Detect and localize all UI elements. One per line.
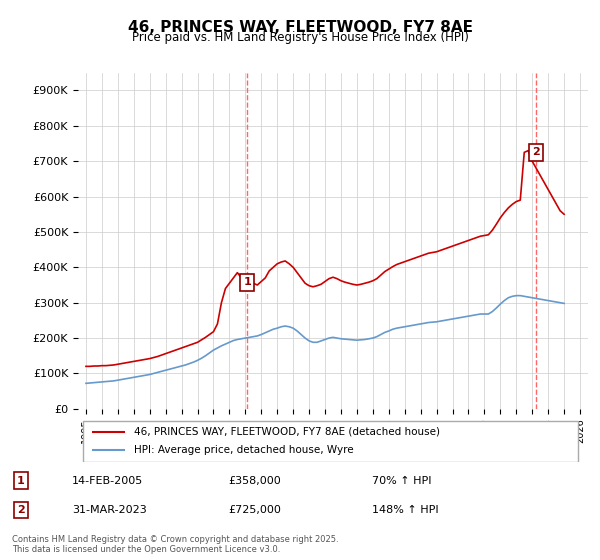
Text: 46, PRINCES WAY, FLEETWOOD, FY7 8AE: 46, PRINCES WAY, FLEETWOOD, FY7 8AE xyxy=(128,20,473,35)
Text: 31-MAR-2023: 31-MAR-2023 xyxy=(72,505,147,515)
Text: 1: 1 xyxy=(243,277,251,287)
Text: Contains HM Land Registry data © Crown copyright and database right 2025.
This d: Contains HM Land Registry data © Crown c… xyxy=(12,535,338,554)
Text: 1: 1 xyxy=(17,476,25,486)
FancyBboxPatch shape xyxy=(83,421,578,462)
Text: 2: 2 xyxy=(17,505,25,515)
Text: 46, PRINCES WAY, FLEETWOOD, FY7 8AE (detached house): 46, PRINCES WAY, FLEETWOOD, FY7 8AE (det… xyxy=(134,427,440,437)
Text: £725,000: £725,000 xyxy=(228,505,281,515)
Text: £358,000: £358,000 xyxy=(228,476,281,486)
Text: 70% ↑ HPI: 70% ↑ HPI xyxy=(372,476,431,486)
Text: HPI: Average price, detached house, Wyre: HPI: Average price, detached house, Wyre xyxy=(134,445,354,455)
Text: 2: 2 xyxy=(532,147,540,157)
Text: Price paid vs. HM Land Registry's House Price Index (HPI): Price paid vs. HM Land Registry's House … xyxy=(131,31,469,44)
Text: 14-FEB-2005: 14-FEB-2005 xyxy=(72,476,143,486)
Text: 148% ↑ HPI: 148% ↑ HPI xyxy=(372,505,439,515)
